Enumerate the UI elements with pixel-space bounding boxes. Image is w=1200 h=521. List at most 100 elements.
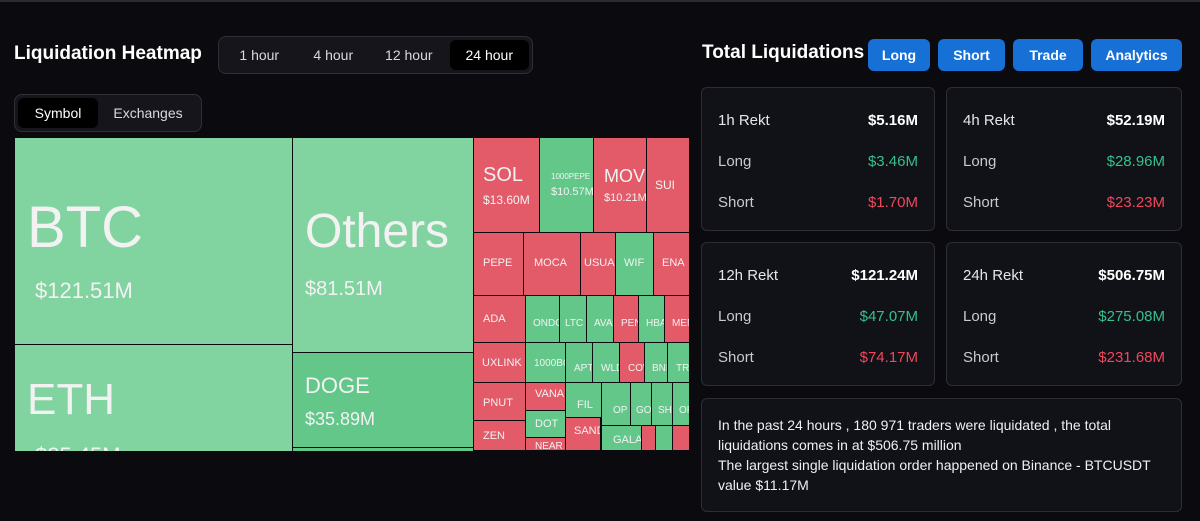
tab-4-hour[interactable]: 4 hour [313,47,354,63]
tile-small[interactable] [672,425,690,451]
tile-btc[interactable]: BTC $121.51M [14,137,293,345]
tile-avax[interactable]: AVAX [586,295,614,343]
short-label: Short [718,194,754,211]
long-label: Long [963,153,997,170]
tile-name: PNUT [483,397,513,409]
tile-others[interactable]: Others $81.51M [292,137,474,353]
tile-moca[interactable]: MOCA [523,232,581,296]
tile-value: $13.60M [483,193,530,207]
tile-pengu[interactable]: PENGU [613,295,639,343]
tab-24-hour[interactable]: 24 hour [449,40,529,70]
tile-op[interactable]: OP [601,382,631,426]
tile-trx[interactable]: TRX [667,342,690,383]
tile-small[interactable] [655,425,673,451]
tile-sand[interactable]: SAND [565,417,601,451]
tile-name: WIF [624,257,645,269]
short-value: $231.68M [1098,349,1165,366]
tile-small[interactable] [292,447,474,451]
tile-usual[interactable]: USUAL [580,232,616,296]
tile-uxlink[interactable]: UXLINK [473,342,526,383]
tile-name: Others [305,205,450,258]
tile-name: COW [628,363,644,374]
tile-sol[interactable]: SOL $13.60M [473,137,540,233]
tile-name: ENA [662,257,685,269]
tile-sui[interactable]: SUI [646,137,690,233]
tile-name: DOT [535,418,559,430]
tile-bnb[interactable]: BNB [644,342,668,383]
tile-small[interactable] [641,425,656,451]
tile-1000bonk[interactable]: 1000BONK [525,342,566,383]
tile-ada[interactable]: ADA [473,295,526,343]
card-head: 4h Rekt [963,112,1015,129]
tile-name: LTC [565,318,584,329]
tile-move[interactable]: MOVE $10.21M [593,137,647,233]
tile-name: WLD [601,363,619,374]
tile-name: OP [613,405,628,416]
tile-near[interactable]: NEAR [525,437,566,451]
tile-value: $121.51M [35,278,133,303]
tile-1000pepe[interactable]: 1000PEPE $10.57M [539,137,594,233]
tab-1-hour[interactable]: 1 hour [239,47,280,63]
tile-name: PENGU [621,318,638,329]
long-value: $28.96M [1106,153,1165,170]
summary-line-1: In the past 24 hours , 180 971 traders w… [718,417,1112,453]
tile-ondo[interactable]: ONDO [525,295,560,343]
tile-ltc[interactable]: LTC [559,295,587,343]
card-head: 1h Rekt [718,112,770,129]
tile-name: UXLINK [482,357,522,369]
long-label: Long [718,308,752,325]
view-tabs: Symbol Exchanges [14,94,202,132]
tile-value: $85.45M [35,443,121,451]
tile-value: $10.21M [604,192,647,204]
card-24h: 24h Rekt $506.75M Long $275.08M Short $231.… [946,242,1182,386]
tile-name: ETH [27,375,115,424]
tile-zen[interactable]: ZEN [473,420,526,451]
card-1h: 1h Rekt $5.16M Long $3.46M Short $1.70M [701,87,935,231]
long-value: $47.07M [859,308,918,325]
short-label: Short [963,194,999,211]
short-label: Short [963,349,999,366]
tile-vana[interactable]: VANA [525,382,566,411]
tile-name: ONDO [533,318,560,329]
analytics-button[interactable]: Analytics [1091,39,1182,71]
tile-meme[interactable]: MEME [664,295,690,343]
card-4h: 4h Rekt $52.19M Long $28.96M Short $23.23M [946,87,1182,231]
total-liquidations-title: Total Liquidations [702,42,865,63]
tile-dot[interactable]: DOT [525,410,566,438]
tile-apt[interactable]: APT [565,342,593,383]
tile-name: 1000BONK [534,358,565,369]
tile-cow[interactable]: COW [619,342,645,383]
tile-wld[interactable]: WLD [592,342,620,383]
tab-exchanges[interactable]: Exchanges [113,105,183,121]
tile-shib[interactable]: SHIB [651,382,673,426]
tile-hbar[interactable]: HBAR [638,295,665,343]
long-button[interactable]: Long [868,39,930,71]
tile-fil[interactable]: FIL [565,382,602,418]
short-value: $74.17M [859,349,918,366]
tile-eth[interactable]: ETH $85.45M [14,344,293,451]
tile-gala[interactable]: GALA [601,425,642,451]
long-label: Long [963,308,997,325]
tile-goat[interactable]: GOAT [630,382,652,426]
tile-ena[interactable]: ENA [653,232,690,296]
card-head: 12h Rekt [718,267,779,284]
short-button[interactable]: Short [938,39,1005,71]
tile-name: NEAR [535,441,563,451]
tile-pepe[interactable]: PEPE [473,232,524,296]
tile-name: MEME [672,318,689,329]
tile-name: SAND [574,425,600,437]
tile-name: DOGE [305,373,370,398]
tile-doge[interactable]: DOGE $35.89M [292,352,474,448]
tile-value: $81.51M [305,278,383,300]
tab-12-hour[interactable]: 12 hour [385,47,433,63]
trade-button[interactable]: Trade [1013,39,1083,71]
liquidation-summary: In the past 24 hours , 180 971 traders w… [701,398,1182,512]
tile-wif[interactable]: WIF [615,232,654,296]
tile-pnut[interactable]: PNUT [473,382,526,421]
tile-name: 1000PEPE [551,172,591,181]
tile-name: VANA [535,388,565,400]
tile-name: BTC [27,195,143,260]
tab-symbol[interactable]: Symbol [18,98,98,128]
tile-ordi[interactable]: ORDI [672,382,690,426]
long-value: $275.08M [1098,308,1165,325]
